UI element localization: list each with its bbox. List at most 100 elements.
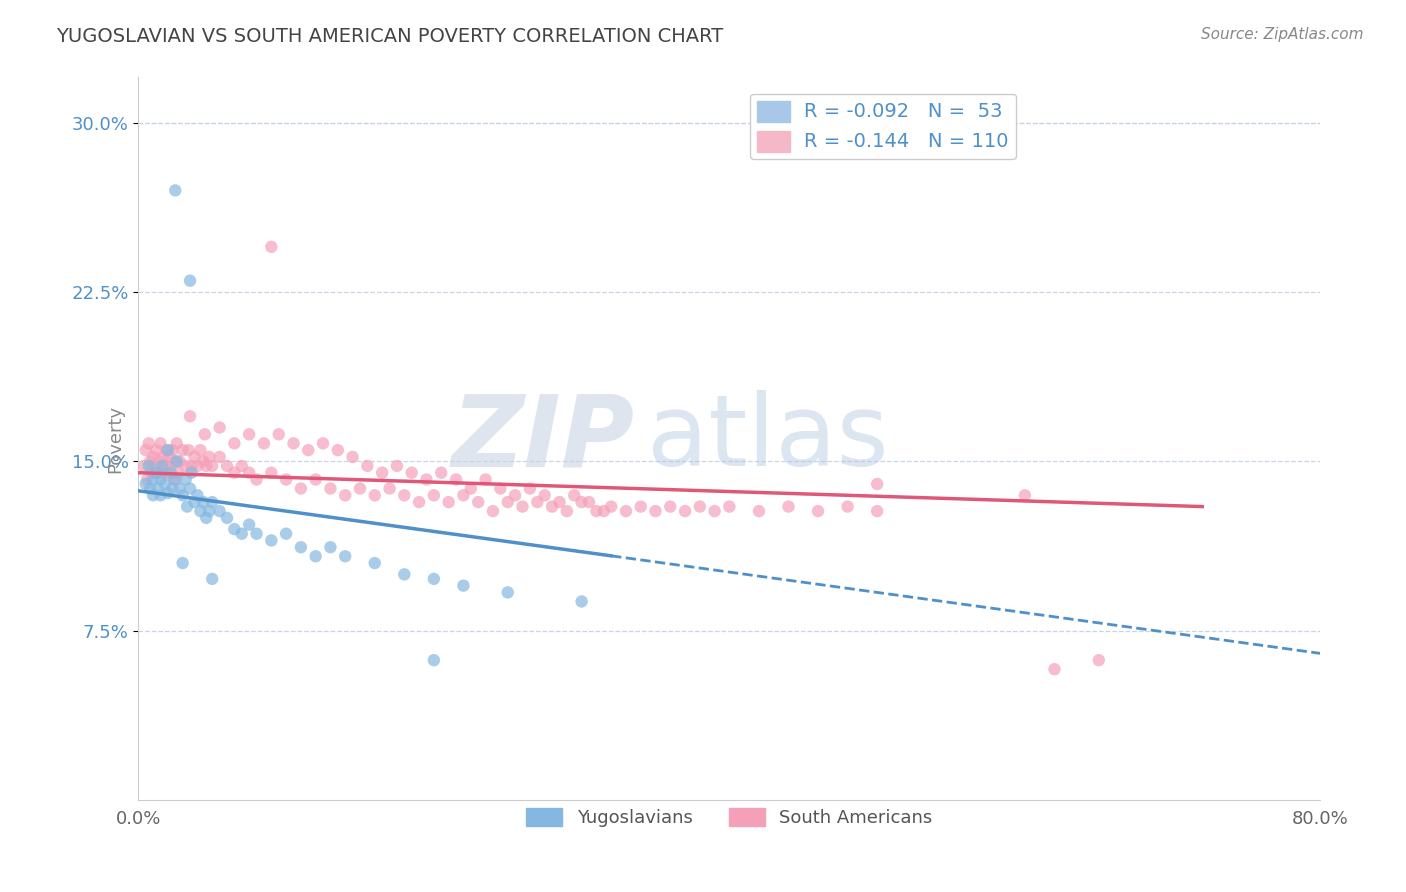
Point xyxy=(179,409,201,424)
Point xyxy=(305,473,328,487)
Point xyxy=(245,473,267,487)
Point xyxy=(335,549,357,564)
Point xyxy=(496,585,519,599)
Point xyxy=(866,477,889,491)
Point xyxy=(136,473,159,487)
Point xyxy=(165,473,187,487)
Point xyxy=(139,454,162,468)
Point xyxy=(163,473,186,487)
Point xyxy=(342,450,364,464)
Point xyxy=(326,443,349,458)
Point xyxy=(496,495,519,509)
Point xyxy=(146,466,169,480)
Point xyxy=(394,567,416,582)
Point xyxy=(156,466,179,480)
Point xyxy=(474,473,496,487)
Point xyxy=(297,443,319,458)
Point xyxy=(193,454,215,468)
Point xyxy=(274,473,297,487)
Point xyxy=(807,504,830,518)
Point xyxy=(533,488,555,502)
Point xyxy=(453,579,475,593)
Text: atlas: atlas xyxy=(647,391,889,487)
Point xyxy=(198,450,221,464)
Point xyxy=(143,458,166,473)
Point xyxy=(179,482,201,496)
Point xyxy=(169,454,191,468)
Point xyxy=(135,443,157,458)
Point xyxy=(139,482,162,496)
Point xyxy=(138,458,160,473)
Y-axis label: Poverty: Poverty xyxy=(107,405,125,473)
Point xyxy=(138,436,160,450)
Point xyxy=(201,458,224,473)
Point xyxy=(482,504,505,518)
Point xyxy=(155,443,177,458)
Legend: Yugoslavians, South Americans: Yugoslavians, South Americans xyxy=(519,801,939,835)
Point xyxy=(519,482,541,496)
Point xyxy=(172,443,194,458)
Point xyxy=(267,427,290,442)
Point xyxy=(453,488,475,502)
Point xyxy=(153,458,176,473)
Point xyxy=(703,504,725,518)
Point xyxy=(142,450,165,464)
Point xyxy=(1088,653,1111,667)
Point xyxy=(169,482,191,496)
Point xyxy=(283,436,305,450)
Point xyxy=(160,458,183,473)
Point xyxy=(208,450,231,464)
Point xyxy=(198,504,221,518)
Point xyxy=(177,443,200,458)
Text: ZIP: ZIP xyxy=(451,391,636,487)
Point xyxy=(183,495,205,509)
Point xyxy=(274,526,297,541)
Point xyxy=(562,488,585,502)
Point xyxy=(142,488,165,502)
Point xyxy=(290,482,312,496)
Point xyxy=(401,466,423,480)
Point xyxy=(430,466,453,480)
Point xyxy=(385,458,408,473)
Point xyxy=(146,482,169,496)
Point xyxy=(630,500,652,514)
Point xyxy=(231,458,253,473)
Point xyxy=(190,443,212,458)
Point xyxy=(134,458,156,473)
Point xyxy=(176,500,198,514)
Point xyxy=(335,488,357,502)
Point xyxy=(157,450,180,464)
Point xyxy=(689,500,711,514)
Point xyxy=(1043,662,1066,676)
Point xyxy=(162,443,184,458)
Point xyxy=(526,495,548,509)
Point xyxy=(231,526,253,541)
Point xyxy=(371,466,394,480)
Point xyxy=(423,653,446,667)
Point xyxy=(614,504,637,518)
Point xyxy=(260,466,283,480)
Point xyxy=(180,466,202,480)
Point xyxy=(837,500,859,514)
Point xyxy=(866,504,889,518)
Point xyxy=(319,541,342,555)
Point xyxy=(673,504,696,518)
Point xyxy=(152,450,174,464)
Point xyxy=(145,443,167,458)
Point xyxy=(238,466,260,480)
Point xyxy=(201,572,224,586)
Point xyxy=(153,477,176,491)
Point xyxy=(290,541,312,555)
Point xyxy=(224,522,246,536)
Point xyxy=(149,488,172,502)
Point xyxy=(165,183,187,197)
Point xyxy=(142,473,165,487)
Point xyxy=(145,466,167,480)
Point xyxy=(394,488,416,502)
Point xyxy=(238,517,260,532)
Point xyxy=(149,473,172,487)
Point xyxy=(444,473,467,487)
Point xyxy=(260,240,283,254)
Point xyxy=(156,486,179,500)
Point xyxy=(718,500,741,514)
